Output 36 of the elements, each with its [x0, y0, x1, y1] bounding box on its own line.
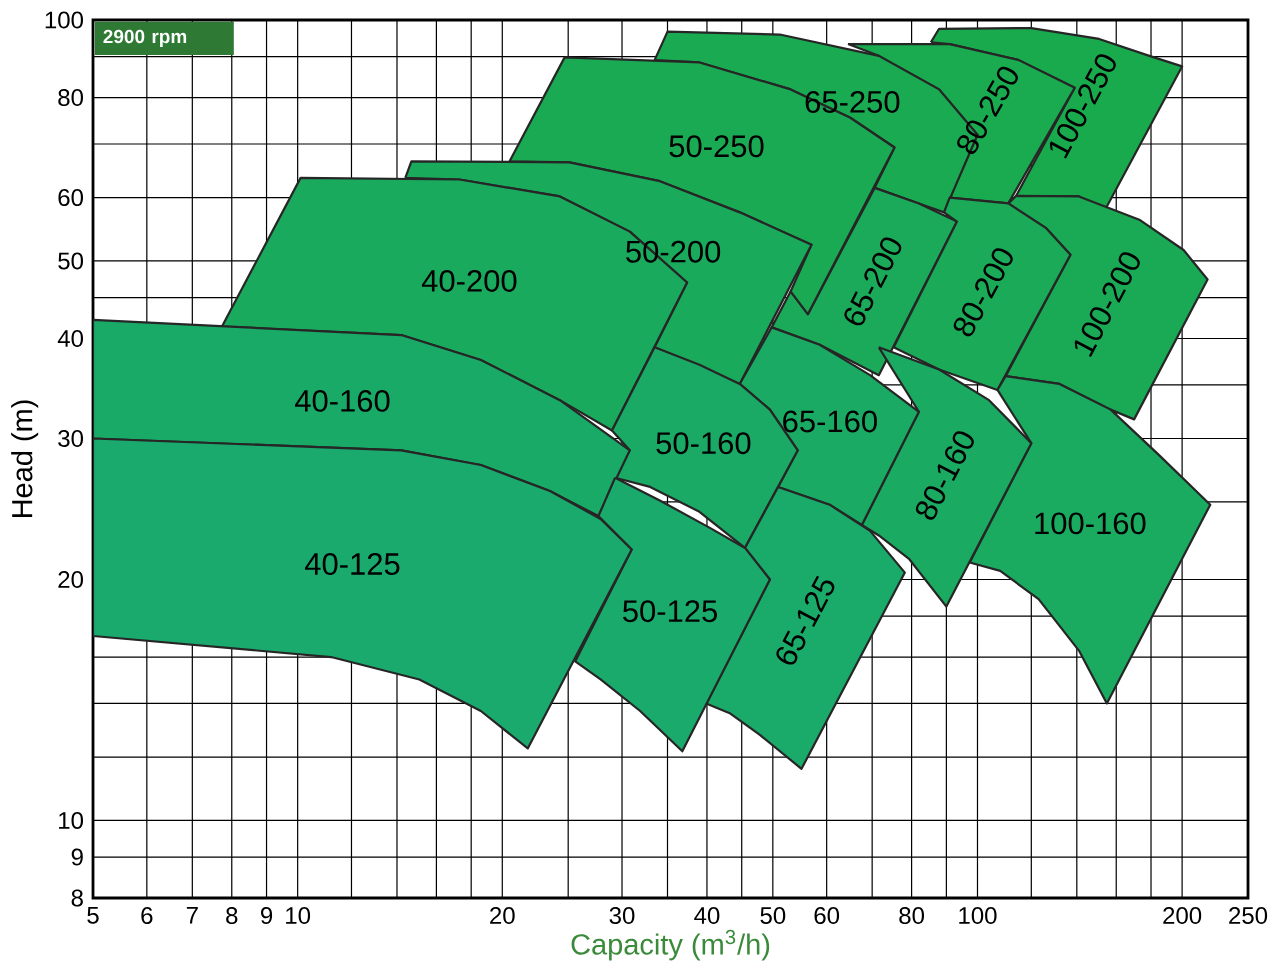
y-tick-label: 8 [71, 889, 83, 907]
x-tick-label: 9 [261, 907, 273, 925]
y-tick-label: 60 [58, 189, 84, 207]
y-tick-label: 40 [57, 330, 84, 347]
series-label: 50-125 [623, 600, 717, 623]
y-tick-label: 30 [58, 430, 84, 447]
series-label: 50-250 [669, 135, 764, 158]
y-tick-label: 20 [58, 571, 84, 588]
y-tick-label: 80 [58, 89, 84, 107]
x-tick-label: 5 [87, 907, 99, 924]
x-tick-label: 40 [694, 907, 720, 925]
series-label: 50-160 [656, 432, 751, 455]
x-tick-label: 50 [760, 907, 786, 925]
x-tick-label: 60 [814, 907, 840, 925]
x-tick-label: 8 [226, 907, 238, 925]
x-tick-label: 10 [286, 907, 311, 925]
y-tick-label: 50 [58, 252, 84, 270]
x-tick-label: 80 [899, 907, 925, 925]
x-tick-label: 7 [186, 907, 198, 924]
series-label: 65-160 [783, 410, 877, 433]
x-tick-label: 250 [1229, 907, 1268, 925]
x-tick-label: 200 [1163, 907, 1202, 925]
x-tick-label: 30 [609, 907, 635, 925]
series-label: 40-125 [304, 553, 400, 576]
series-label: 100-160 [1035, 512, 1146, 535]
series-label: 40-160 [294, 389, 390, 412]
x-tick-label: 20 [490, 907, 515, 925]
chart-title: 2900 rpm [103, 29, 187, 47]
x-tick-label: 6 [141, 907, 153, 925]
y-axis-title: Head (m) [11, 400, 39, 518]
y-tick-label: 10 [59, 811, 84, 829]
y-tick-label: 9 [71, 848, 83, 866]
x-tick-label: 100 [959, 907, 997, 925]
series-label: 40-200 [421, 269, 517, 292]
x-axis-title: Capacity (m$^{3}$/h) [571, 929, 770, 961]
y-tick-label: 100 [45, 11, 84, 29]
